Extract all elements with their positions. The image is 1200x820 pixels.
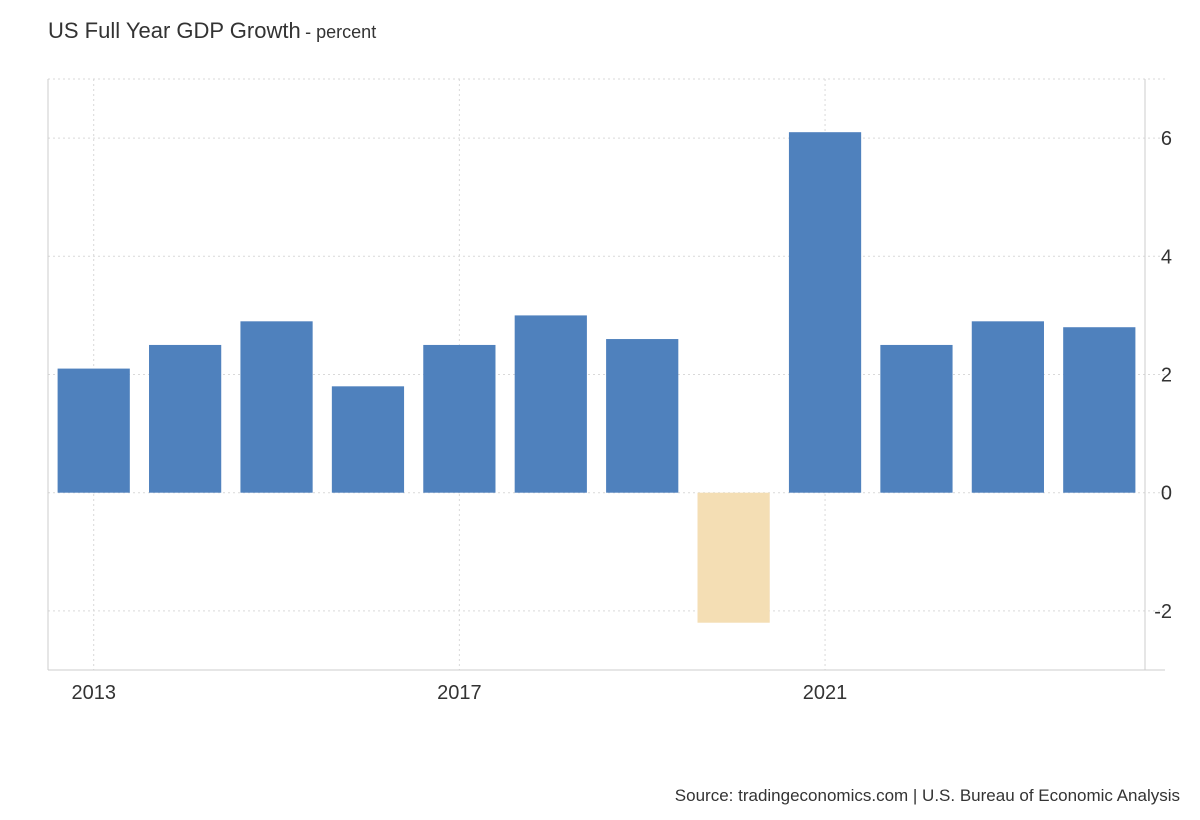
axes <box>47 79 1165 671</box>
bar <box>149 344 222 493</box>
bar <box>514 315 587 493</box>
chart-title: US Full Year GDP Growth <box>48 18 301 43</box>
gdp-bar-chart: -2 0 2 4 6 2013 2017 2021 <box>47 78 1172 704</box>
bar <box>606 339 679 493</box>
bar <box>331 386 405 493</box>
y-tick-label: -2 <box>1154 601 1172 623</box>
bar <box>788 132 862 493</box>
x-tick-label: 2021 <box>803 682 848 704</box>
bar <box>240 321 313 493</box>
bar <box>57 368 130 493</box>
y-tick-label: 4 <box>1161 246 1172 268</box>
x-tick-label: 2017 <box>437 682 482 704</box>
bar <box>1063 327 1136 493</box>
source-note: Source: tradingeconomics.com | U.S. Bure… <box>674 786 1180 805</box>
bars <box>57 132 1136 623</box>
bar <box>423 344 496 493</box>
y-tick-label: 6 <box>1161 128 1172 150</box>
bar <box>971 321 1044 493</box>
bar <box>880 344 953 493</box>
x-tick-label: 2013 <box>71 682 116 704</box>
chart-title-row: US Full Year GDP Growth - percent <box>48 18 376 44</box>
tick-labels: -2 0 2 4 6 2013 2017 2021 <box>71 128 1172 704</box>
y-tick-label: 0 <box>1161 483 1172 505</box>
chart-unit: - percent <box>305 22 377 42</box>
bar <box>697 492 770 623</box>
y-tick-label: 2 <box>1161 365 1172 387</box>
